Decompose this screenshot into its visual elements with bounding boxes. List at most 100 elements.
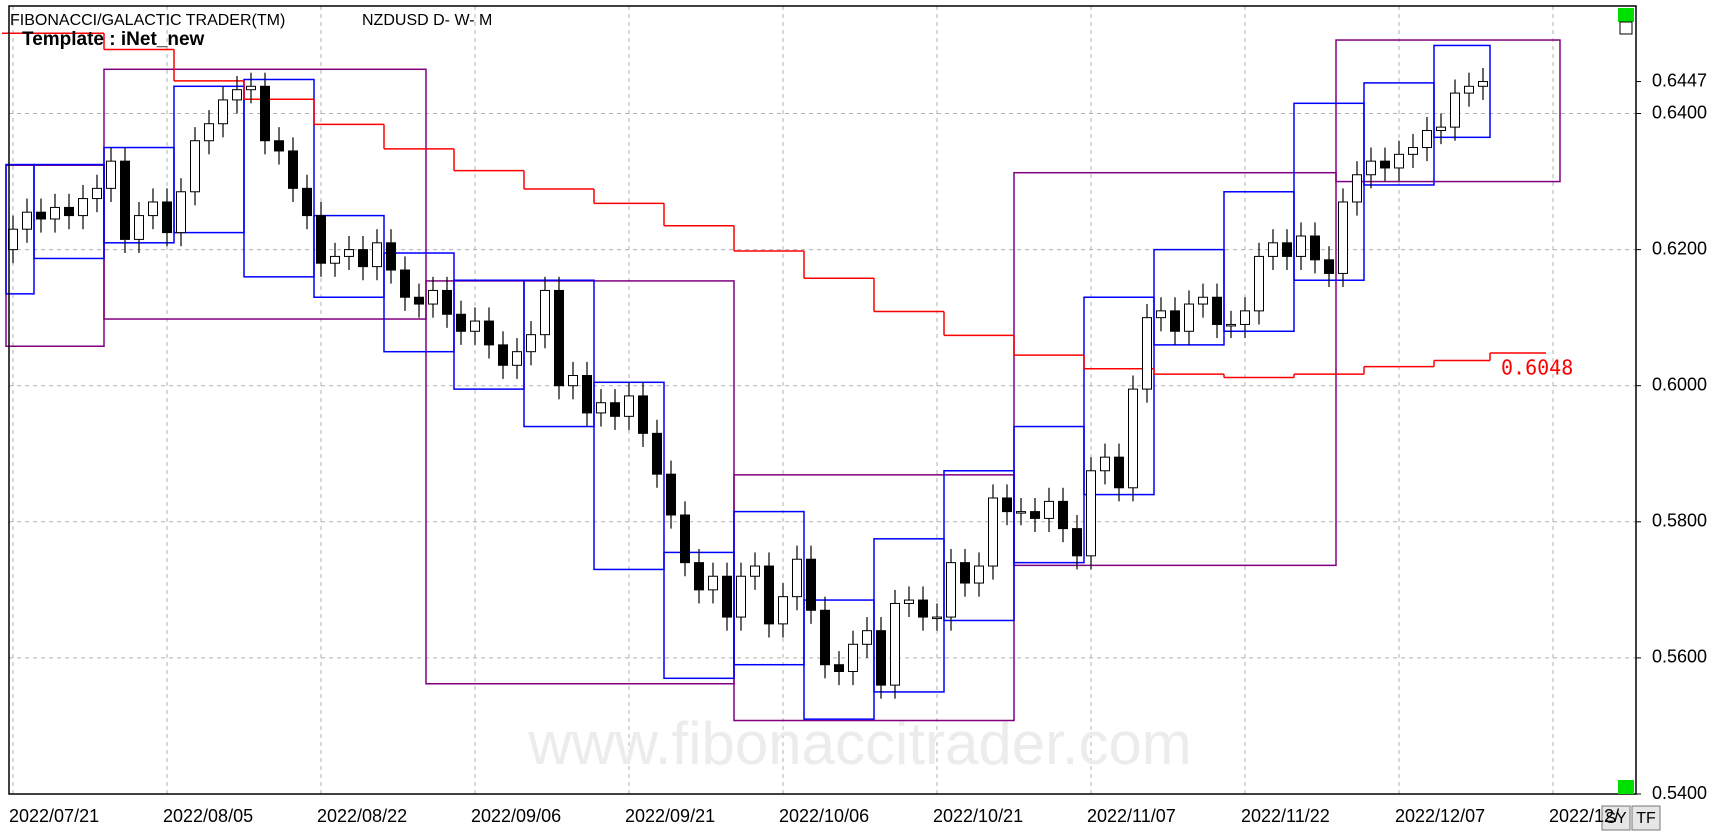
candle-body xyxy=(92,187,102,200)
candle-body xyxy=(106,160,116,189)
candle-body xyxy=(1086,470,1096,557)
candle-body xyxy=(190,140,200,193)
candle-body xyxy=(302,187,312,217)
x-tick-label: 2022/12/ xyxy=(1549,806,1619,826)
candle-body xyxy=(1002,497,1012,513)
candle-body xyxy=(904,599,914,604)
candle-body xyxy=(1268,242,1278,257)
y-tick-label: 0.6400 xyxy=(1652,102,1707,122)
candle-body xyxy=(36,211,46,220)
x-tick-label: 2022/08/22 xyxy=(317,806,407,826)
x-tick-label: 2022/11/07 xyxy=(1087,806,1176,826)
chart-title: FIBONACCI/GALACTIC TRADER(TM) xyxy=(10,12,285,29)
candle-body xyxy=(1240,310,1250,325)
candle-body xyxy=(974,565,984,584)
candle-body xyxy=(148,201,158,217)
candle-body xyxy=(162,201,172,234)
button-frame[interactable] xyxy=(1601,805,1631,831)
candle-body xyxy=(1072,528,1082,557)
candle-body xyxy=(722,575,732,618)
candle-body xyxy=(666,473,676,516)
candle-body xyxy=(1114,456,1124,489)
x-tick-label: 2022/11/22 xyxy=(1241,806,1330,826)
step-line-label: 0.6048 xyxy=(1501,356,1573,380)
candle-body xyxy=(610,402,620,417)
candle-body xyxy=(1464,85,1474,94)
button-label[interactable]: TF xyxy=(1636,810,1656,827)
candle-body xyxy=(750,565,760,577)
corner-button[interactable] xyxy=(1619,21,1633,35)
button[interactable]: SY xyxy=(1601,805,1631,831)
button-frame[interactable] xyxy=(1631,805,1661,831)
candle-body xyxy=(652,432,662,475)
template-label: Template : iNet_new xyxy=(22,29,205,50)
x-tick-label: 2022/09/06 xyxy=(471,806,561,826)
candle-body xyxy=(120,160,130,240)
y-tick-label: 0.6000 xyxy=(1652,374,1707,394)
candle-body xyxy=(8,228,18,251)
corner-marker xyxy=(1618,780,1634,794)
candle-body xyxy=(218,99,228,125)
candle-body xyxy=(1016,511,1026,514)
candle-body xyxy=(498,344,508,366)
candle-body xyxy=(1170,310,1180,332)
last-price-label: 0.6447 xyxy=(1652,70,1707,90)
candle-body xyxy=(442,289,452,315)
range-box xyxy=(243,78,315,278)
candle-body xyxy=(1030,511,1040,519)
candle-body xyxy=(1212,296,1222,325)
candle-body xyxy=(1338,201,1348,274)
candle-body xyxy=(372,242,382,268)
candle-body xyxy=(246,85,256,91)
candle-body xyxy=(526,334,536,353)
x-tick-label: 2022/12/07 xyxy=(1395,806,1485,826)
candle-body xyxy=(1422,130,1432,149)
button-label[interactable]: SY xyxy=(1605,810,1627,827)
candle-body xyxy=(540,289,550,336)
candle-body xyxy=(1254,255,1264,312)
candle-body xyxy=(1310,235,1320,261)
range-box xyxy=(733,510,805,666)
candle-body xyxy=(512,351,522,366)
candle-body xyxy=(988,497,998,567)
candle-body xyxy=(1156,310,1166,319)
candle-body xyxy=(1128,388,1138,489)
x-tick-label: 2022/08/05 xyxy=(163,806,253,826)
grid-layer xyxy=(9,6,1636,795)
candle-body xyxy=(680,514,690,564)
candle-body xyxy=(386,242,396,271)
candle-body xyxy=(1226,323,1236,327)
candle-body xyxy=(316,215,326,264)
candle-body xyxy=(1380,160,1390,169)
x-tick-label: 2022/09/21 xyxy=(625,806,715,826)
candle-body xyxy=(358,249,368,268)
candle-body xyxy=(932,616,942,620)
candle-body xyxy=(1184,303,1194,332)
candle-body xyxy=(400,269,410,298)
candle-body xyxy=(1058,500,1068,530)
candle-body xyxy=(946,562,956,618)
candle-body xyxy=(1282,242,1292,257)
candle-body xyxy=(890,602,900,686)
candle-body xyxy=(22,211,32,230)
corner-marker xyxy=(1618,8,1634,22)
button[interactable]: TF xyxy=(1631,805,1661,831)
x-tick-label: 2022/10/06 xyxy=(779,806,869,826)
candle-body xyxy=(1366,160,1376,176)
candle-layer xyxy=(8,67,1488,699)
candle-body xyxy=(1436,126,1446,132)
candle-body xyxy=(764,565,774,625)
candle-body xyxy=(876,630,886,686)
candle-body xyxy=(232,89,242,101)
candle-body xyxy=(960,562,970,584)
candle-body xyxy=(638,395,648,434)
candle-body xyxy=(694,562,704,591)
x-tick-label: 2022/07/21 xyxy=(9,806,99,826)
candle-body xyxy=(288,150,298,189)
candle-body xyxy=(1142,317,1152,390)
candle-body xyxy=(1478,81,1488,87)
y-tick-label: 0.5400 xyxy=(1652,783,1707,803)
candle-body xyxy=(624,395,634,417)
